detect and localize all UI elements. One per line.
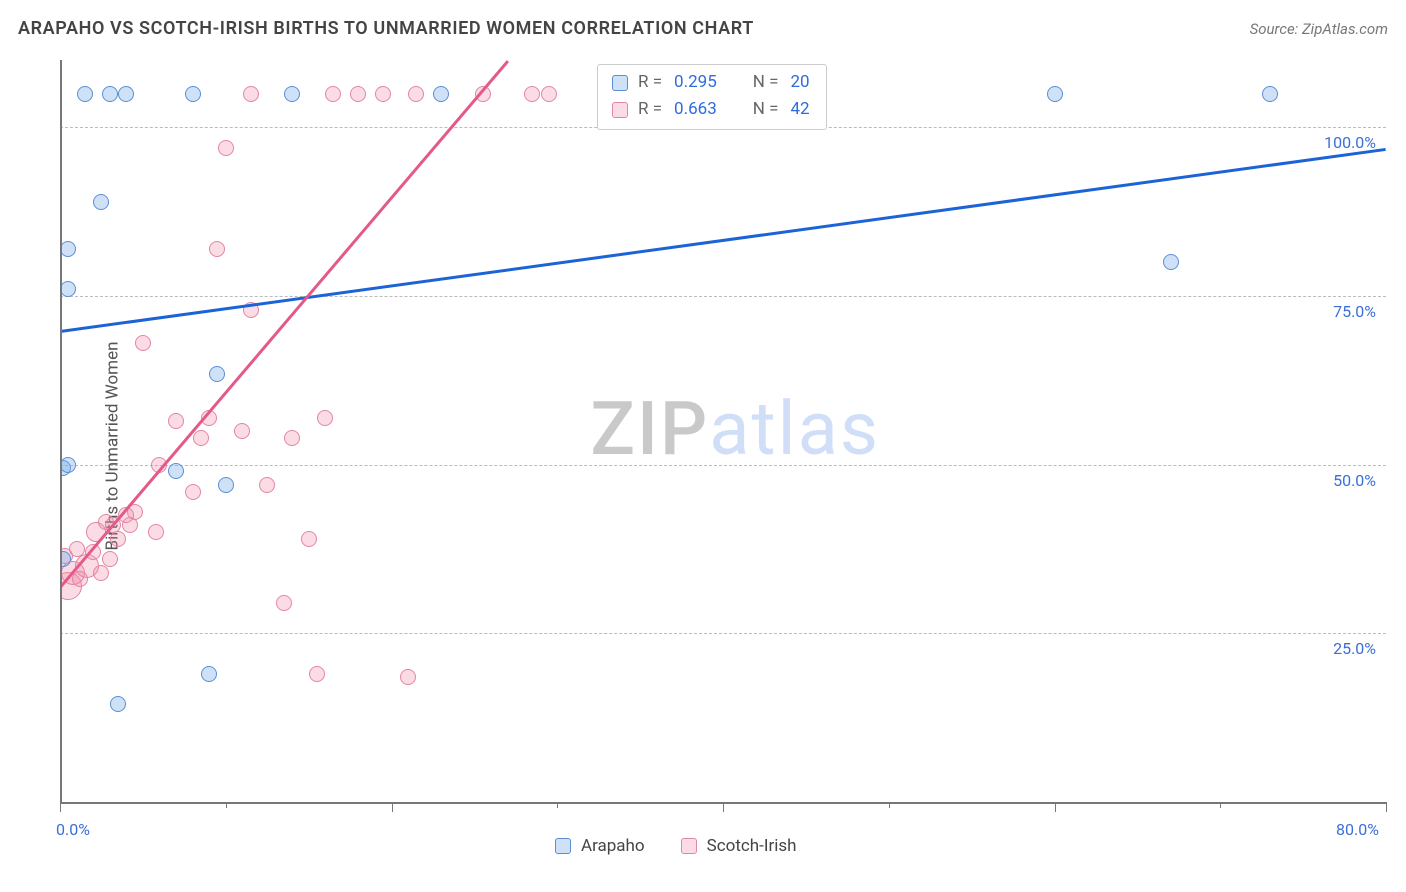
- y-tick-label: 50.0%: [1333, 471, 1376, 490]
- x-tick: [60, 802, 61, 812]
- stat-r-value: 0.663: [672, 96, 719, 123]
- data-point-arapaho: [1262, 86, 1278, 102]
- gridline-y: [60, 465, 1386, 466]
- data-point-scotch_irish: [541, 86, 557, 102]
- data-point-arapaho: [60, 281, 76, 297]
- stat-n-label: N =: [753, 69, 779, 96]
- watermark: ZIPatlas: [590, 386, 880, 473]
- stats-row-scotch_irish: R = 0.663 N = 42: [612, 96, 812, 123]
- data-point-arapaho: [1163, 254, 1179, 270]
- y-tick-label: 25.0%: [1333, 639, 1376, 658]
- data-point-scotch_irish: [284, 430, 300, 446]
- legend-swatch-icon: [681, 838, 697, 854]
- watermark-atlas: atlas: [709, 386, 880, 473]
- data-point-scotch_irish: [72, 571, 88, 587]
- stat-r-value: 0.295: [672, 69, 719, 96]
- data-point-arapaho: [168, 463, 184, 479]
- data-point-scotch_irish: [524, 86, 540, 102]
- y-tick-label: 75.0%: [1333, 302, 1376, 321]
- data-point-scotch_irish: [148, 524, 164, 540]
- data-point-scotch_irish: [325, 86, 341, 102]
- legend-item-arapaho: Arapaho: [555, 836, 645, 856]
- data-point-arapaho: [185, 86, 201, 102]
- legend-item-scotch_irish: Scotch-Irish: [681, 836, 797, 856]
- stat-n-value: 42: [788, 96, 811, 123]
- stat-r-label: R =: [638, 96, 662, 123]
- data-point-arapaho: [284, 86, 300, 102]
- legend-label: Arapaho: [581, 836, 645, 856]
- data-point-scotch_irish: [400, 669, 416, 685]
- gridline-y: [60, 633, 1386, 634]
- data-point-scotch_irish: [135, 335, 151, 351]
- x-tick-label: 0.0%: [56, 820, 90, 839]
- data-point-scotch_irish: [243, 86, 259, 102]
- data-point-scotch_irish: [234, 423, 250, 439]
- data-point-scotch_irish: [408, 86, 424, 102]
- watermark-zip: ZIP: [590, 386, 709, 473]
- legend-swatch-icon: [612, 102, 628, 118]
- legend-label: Scotch-Irish: [707, 836, 797, 856]
- data-point-arapaho: [102, 86, 118, 102]
- data-point-arapaho: [93, 194, 109, 210]
- data-point-scotch_irish: [110, 531, 126, 547]
- x-tick: [889, 802, 890, 808]
- data-point-scotch_irish: [259, 477, 275, 493]
- stat-n-label: N =: [753, 96, 779, 123]
- x-tick: [557, 802, 558, 808]
- header-row: ARAPAHO VS SCOTCH-IRISH BIRTHS TO UNMARR…: [18, 18, 1388, 39]
- data-point-arapaho: [218, 477, 234, 493]
- y-axis-line: [60, 60, 62, 802]
- chart-title: ARAPAHO VS SCOTCH-IRISH BIRTHS TO UNMARR…: [18, 18, 754, 39]
- x-tick: [392, 802, 393, 812]
- data-point-scotch_irish: [218, 140, 234, 156]
- data-point-scotch_irish: [301, 531, 317, 547]
- trend-line-arapaho: [60, 148, 1386, 333]
- data-point-scotch_irish: [193, 430, 209, 446]
- data-point-scotch_irish: [93, 565, 109, 581]
- gridline-y: [60, 296, 1386, 297]
- data-point-arapaho: [77, 86, 93, 102]
- data-point-arapaho: [209, 366, 225, 382]
- data-point-arapaho: [201, 666, 217, 682]
- data-point-scotch_irish: [185, 484, 201, 500]
- series-legend: Arapaho Scotch-Irish: [555, 836, 797, 856]
- data-point-scotch_irish: [375, 86, 391, 102]
- data-point-arapaho: [60, 457, 76, 473]
- stat-n-value: 20: [788, 69, 811, 96]
- data-point-scotch_irish: [350, 86, 366, 102]
- data-point-scotch_irish: [276, 595, 292, 611]
- data-point-arapaho: [433, 86, 449, 102]
- data-point-arapaho: [110, 696, 126, 712]
- data-point-scotch_irish: [209, 241, 225, 257]
- data-point-arapaho: [1047, 86, 1063, 102]
- stat-r-label: R =: [638, 69, 662, 96]
- source-attribution: Source: ZipAtlas.com: [1250, 20, 1388, 38]
- x-tick: [1386, 802, 1387, 812]
- legend-swatch-icon: [555, 838, 571, 854]
- plot-area: ZIPatlas 25.0%50.0%75.0%100.0%: [60, 60, 1386, 802]
- data-point-scotch_irish: [309, 666, 325, 682]
- correlation-stats-box: R = 0.295 N = 20 R = 0.663 N = 42: [597, 64, 827, 130]
- data-point-arapaho: [60, 241, 76, 257]
- data-point-arapaho: [118, 86, 134, 102]
- x-tick: [1220, 802, 1221, 808]
- trend-line-scotch_irish: [60, 60, 508, 588]
- x-tick: [226, 802, 227, 808]
- data-point-scotch_irish: [317, 410, 333, 426]
- x-tick: [723, 802, 724, 812]
- x-tick: [1055, 802, 1056, 812]
- legend-swatch-icon: [612, 75, 628, 91]
- stats-row-arapaho: R = 0.295 N = 20: [612, 69, 812, 96]
- x-tick-label: 80.0%: [1336, 820, 1379, 839]
- data-point-scotch_irish: [168, 413, 184, 429]
